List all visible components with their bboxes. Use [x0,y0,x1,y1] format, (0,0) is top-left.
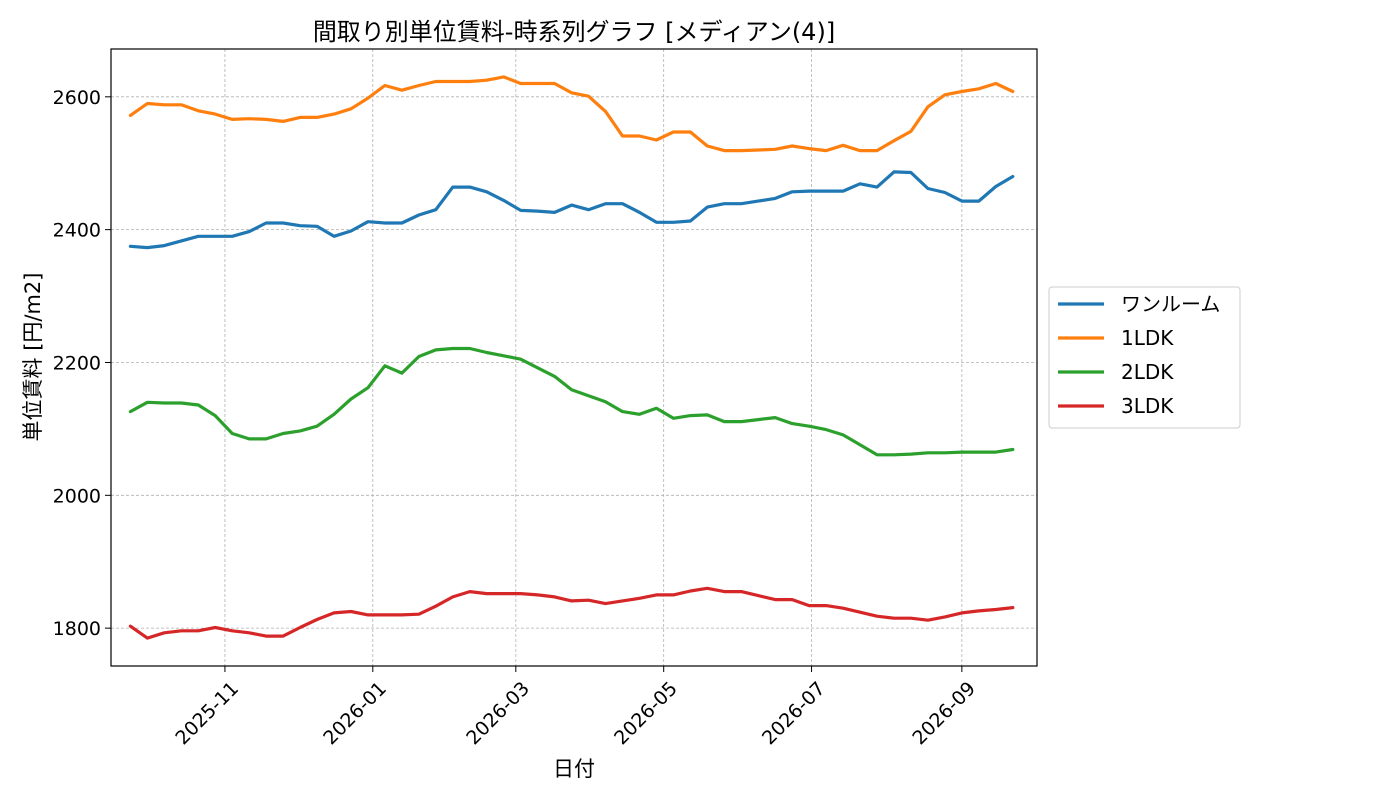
y-axis-label: 単位賃料 [円/m2] [21,273,45,442]
series-line-3 [128,586,1015,640]
x-axis-label: 日付 [553,757,595,781]
series-line-0 [128,170,1015,250]
series-group [128,75,1015,640]
legend-box [1048,286,1241,429]
series-line-2 [128,346,1015,457]
chart-title: 間取り別単位賃料-時系列グラフ [メディアン(4)] [313,18,835,46]
y-tick-label: 2000 [53,485,101,507]
legend-label: 3LDK [1121,394,1174,418]
series-line-1 [128,75,1015,153]
legend-label: 1LDK [1121,326,1174,350]
y-tick-label: 2200 [53,352,101,374]
y-tick-label: 2600 [53,87,101,109]
legend-label: ワンルーム [1121,292,1220,316]
y-tick-label: 2400 [53,220,101,242]
plot-frame [110,48,1038,667]
grid [111,49,1037,666]
legend-label: 2LDK [1121,360,1174,384]
y-tick-label: 1800 [53,618,101,640]
legend: ワンルーム 1LDK 2LDK 3LDK [1048,286,1241,429]
